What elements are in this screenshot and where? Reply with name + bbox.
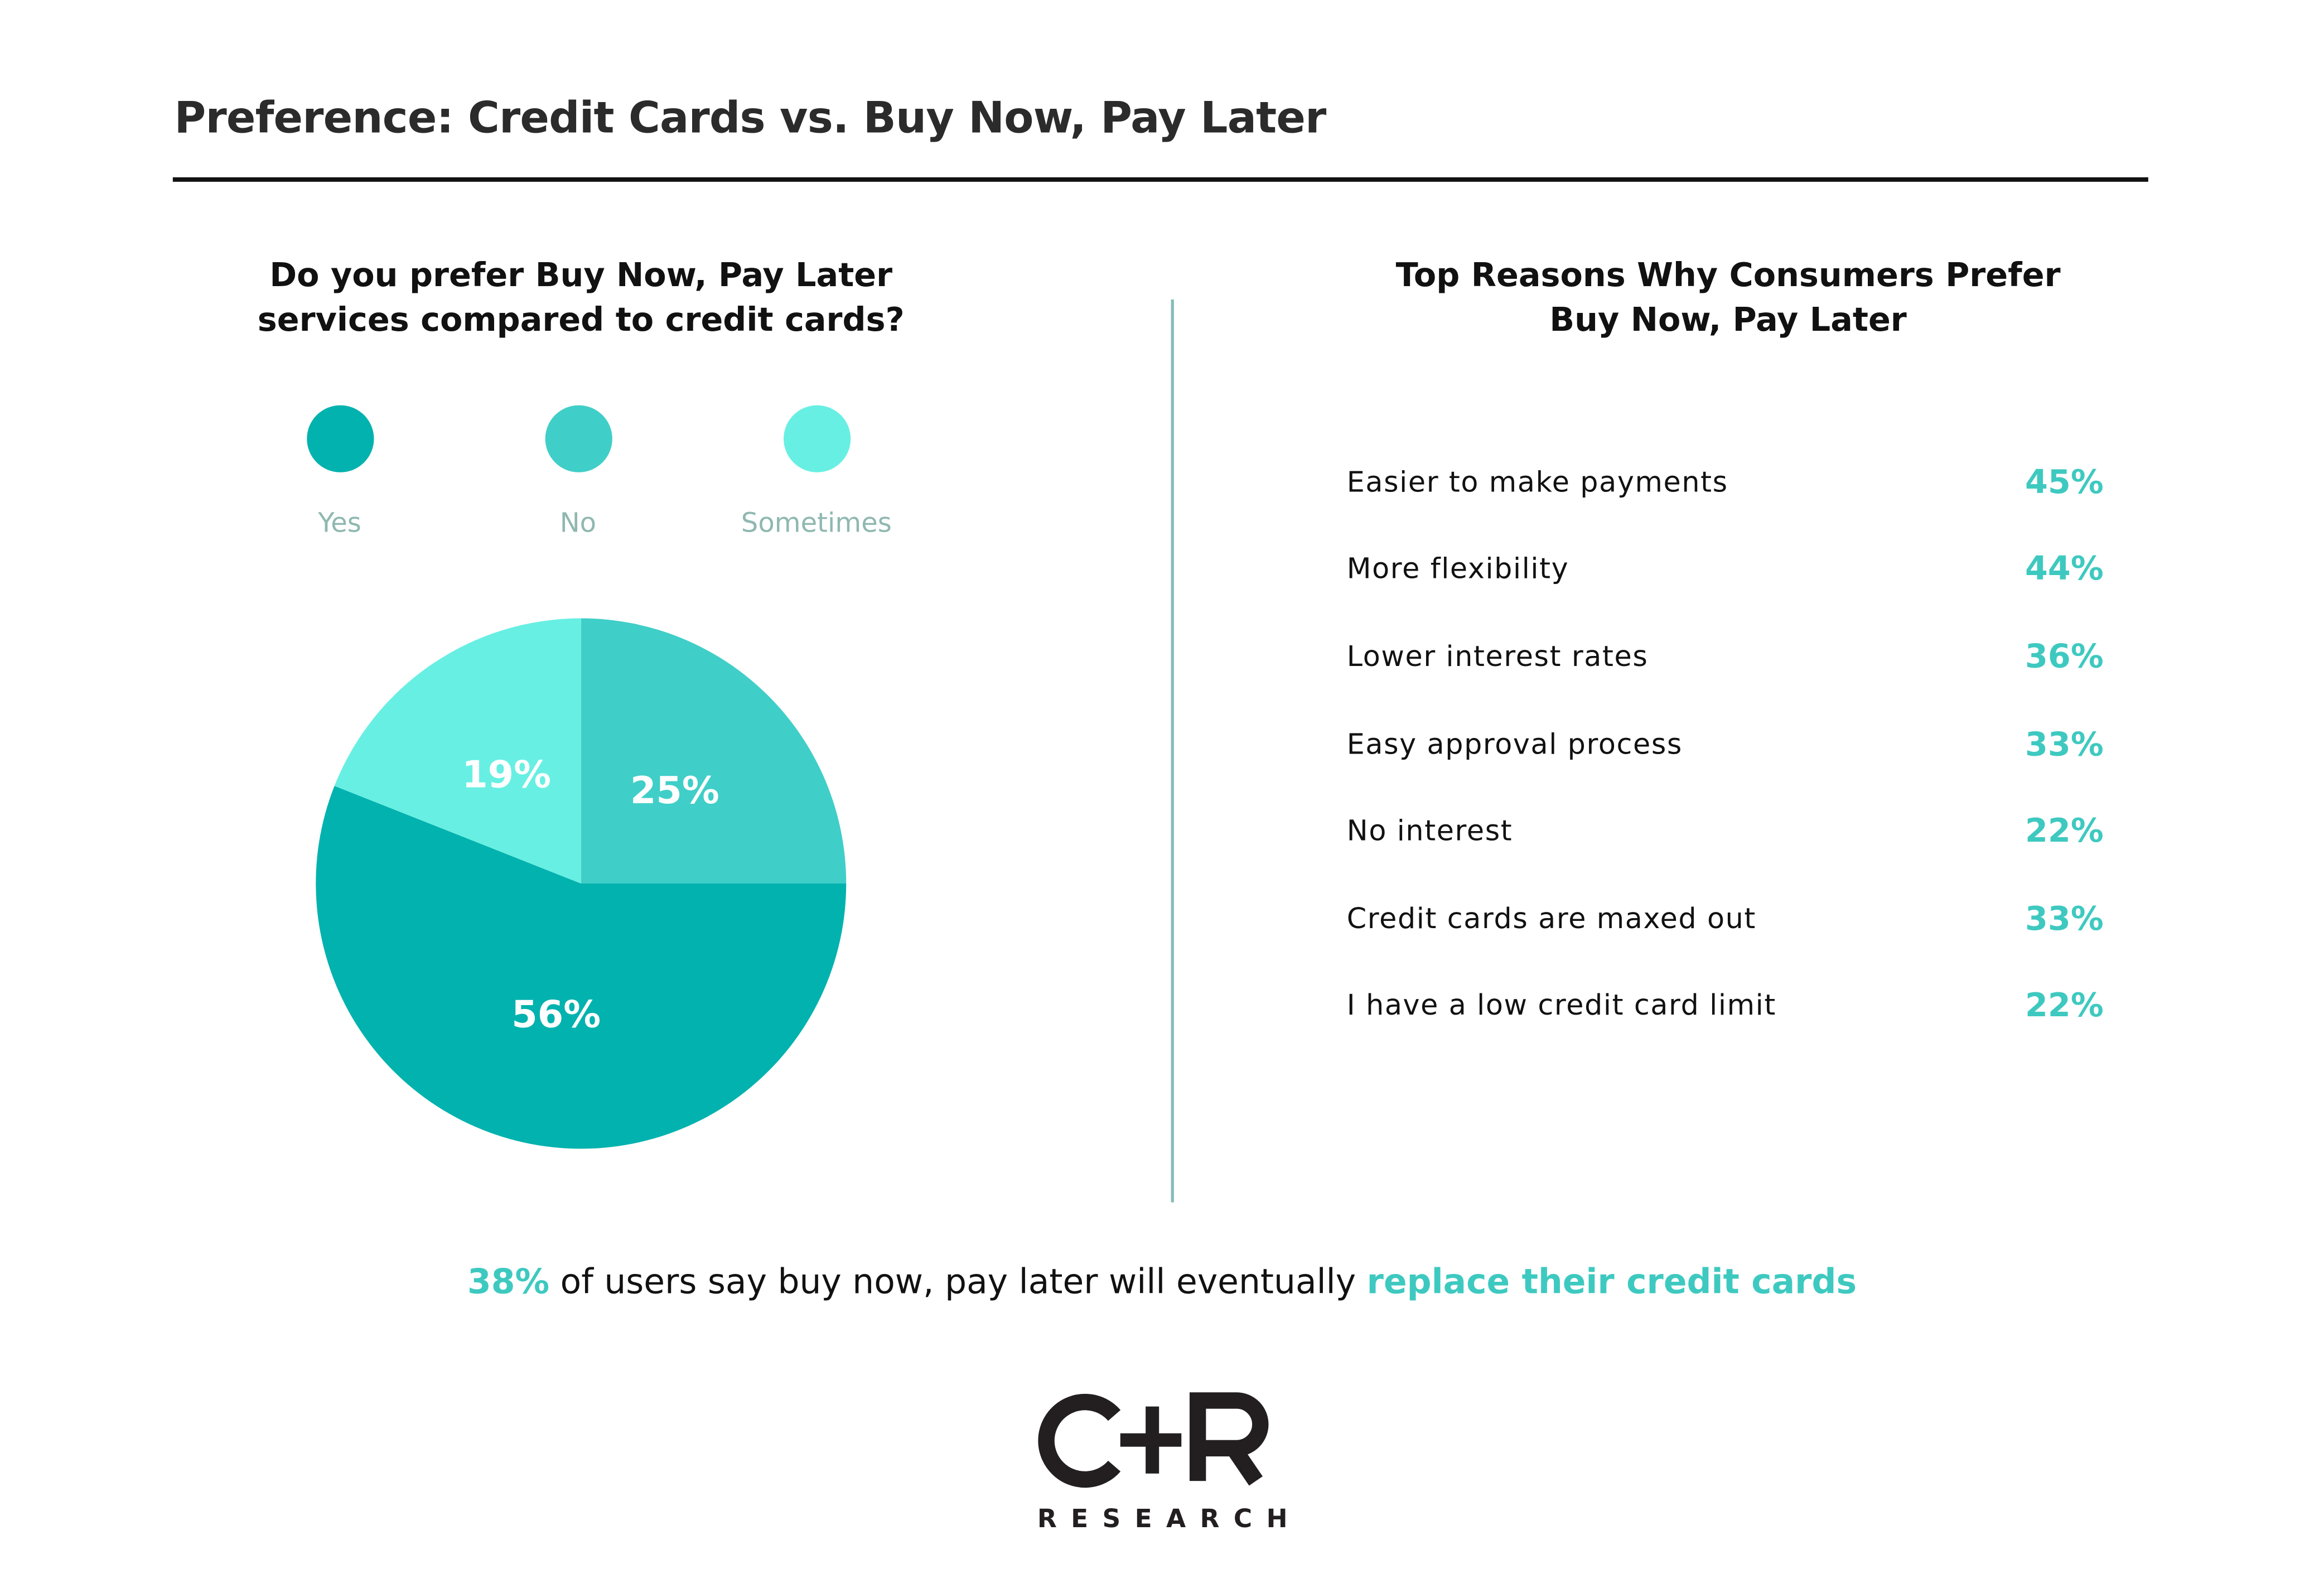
pie-label-sometimes: 19% [462,752,551,796]
title-divider [172,177,2148,182]
reason-percent: 33% [2025,727,2104,765]
reason-label: I have a low credit card limit [1346,989,1776,1022]
vertical-divider [1171,299,1174,1203]
footer-highlight-value: 38% [467,1263,550,1302]
reason-percent: 33% [2025,901,2104,939]
reason-percent: 44% [2025,551,2104,589]
legend-swatch-yes [307,405,374,472]
footer-highlight-text: replace their credit cards [1366,1263,1857,1302]
reason-label: Easier to make payments [1346,466,1728,499]
pie-slice-sometimes [334,618,581,884]
pie-slice-yes [316,785,847,1149]
pie-chart: 25% 56% 19% [316,618,847,1149]
pie-label-no: 25% [630,769,719,812]
pie-question: Do you prefer Buy Now, Pay Later service… [209,255,954,344]
reason-label: Credit cards are maxed out [1346,902,1756,936]
reasons-title: Top Reasons Why Consumers Prefer Buy Now… [1356,255,2101,344]
reason-label: More flexibility [1346,553,1569,586]
reason-label: Easy approval process [1346,728,1683,761]
legend-swatch-sometimes [784,405,851,472]
cr-research-logo: RESEARCH [1037,1392,1302,1533]
question-line-2: services compared to credit cards? [257,302,905,340]
reason-percent: 22% [2025,813,2104,851]
question-line-1: Do you prefer Buy Now, Pay Later [269,258,893,295]
reason-label: No interest [1346,815,1513,848]
reason-percent: 22% [2025,988,2104,1025]
reasons-title-line-2: Buy Now, Pay Later [1549,302,1907,340]
reason-percent: 36% [2025,639,2104,677]
reason-percent: 45% [2025,465,2104,503]
pie-label-yes: 56% [511,993,601,1036]
legend-label-sometimes: Sometimes [741,508,892,539]
footer-statement: 38% of users say buy now, pay later will… [0,1263,2324,1302]
legend-label-yes: Yes [318,508,361,539]
legend-swatch-no [545,405,612,472]
reasons-title-line-1: Top Reasons Why Consumers Prefer [1395,258,2061,295]
legend-label-no: No [559,508,597,539]
svg-text:RESEARCH: RESEARCH [1037,1504,1302,1533]
page-title: Preference: Credit Cards vs. Buy Now, Pa… [174,92,1327,143]
reason-label: Lower interest rates [1346,640,1649,674]
pie-slice-no [581,618,847,884]
footer-text: of users say buy now, pay later will eve… [549,1263,1367,1302]
